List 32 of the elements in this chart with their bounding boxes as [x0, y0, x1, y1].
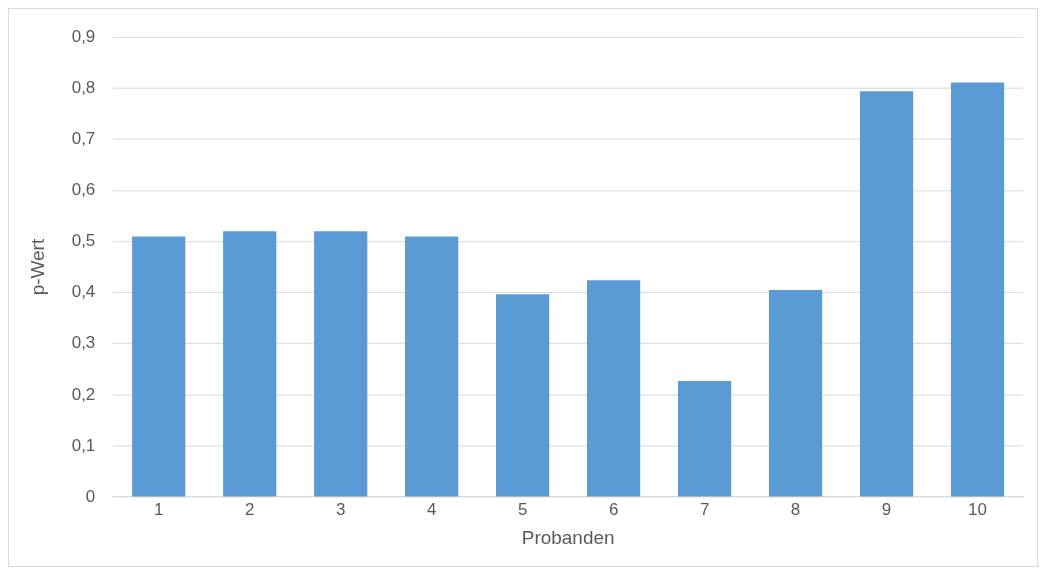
- y-tick-label: 0,2: [71, 384, 96, 404]
- y-axis-title: p-Wert: [26, 238, 48, 296]
- x-tick-label: 1: [154, 499, 164, 519]
- bar: [859, 91, 914, 497]
- x-tick-label: 7: [699, 499, 710, 519]
- y-tick-label: 0,4: [71, 282, 96, 302]
- bar: [950, 82, 1005, 497]
- y-tick-label: 0: [85, 486, 96, 506]
- x-tick-label: 5: [517, 499, 528, 519]
- bar: [314, 231, 368, 497]
- x-tick-label: 8: [790, 499, 801, 519]
- x-axis-title: Probanden: [521, 526, 615, 548]
- y-tick-label: 0,6: [71, 180, 96, 200]
- bar: [587, 280, 641, 497]
- bar: [677, 381, 732, 497]
- y-tick-label: 0,8: [71, 77, 96, 97]
- y-tick-label: 0,7: [71, 128, 96, 148]
- y-tick-label: 0,1: [71, 435, 96, 455]
- x-tick-label: 3: [335, 499, 346, 519]
- x-tick-label: 10: [968, 499, 987, 519]
- x-tick-label: 4: [426, 499, 437, 519]
- bar: [496, 294, 550, 497]
- bar: [768, 290, 823, 497]
- y-tick-label: 0,5: [71, 231, 96, 251]
- y-tick-label: 0,3: [71, 333, 96, 353]
- bar: [405, 236, 459, 497]
- x-tick-label: 9: [881, 499, 892, 519]
- bar: [132, 236, 186, 497]
- y-tick-label: 0,9: [71, 26, 96, 46]
- x-tick-label: 6: [608, 499, 619, 519]
- x-tick-label: 2: [244, 499, 255, 519]
- bar: [223, 231, 277, 497]
